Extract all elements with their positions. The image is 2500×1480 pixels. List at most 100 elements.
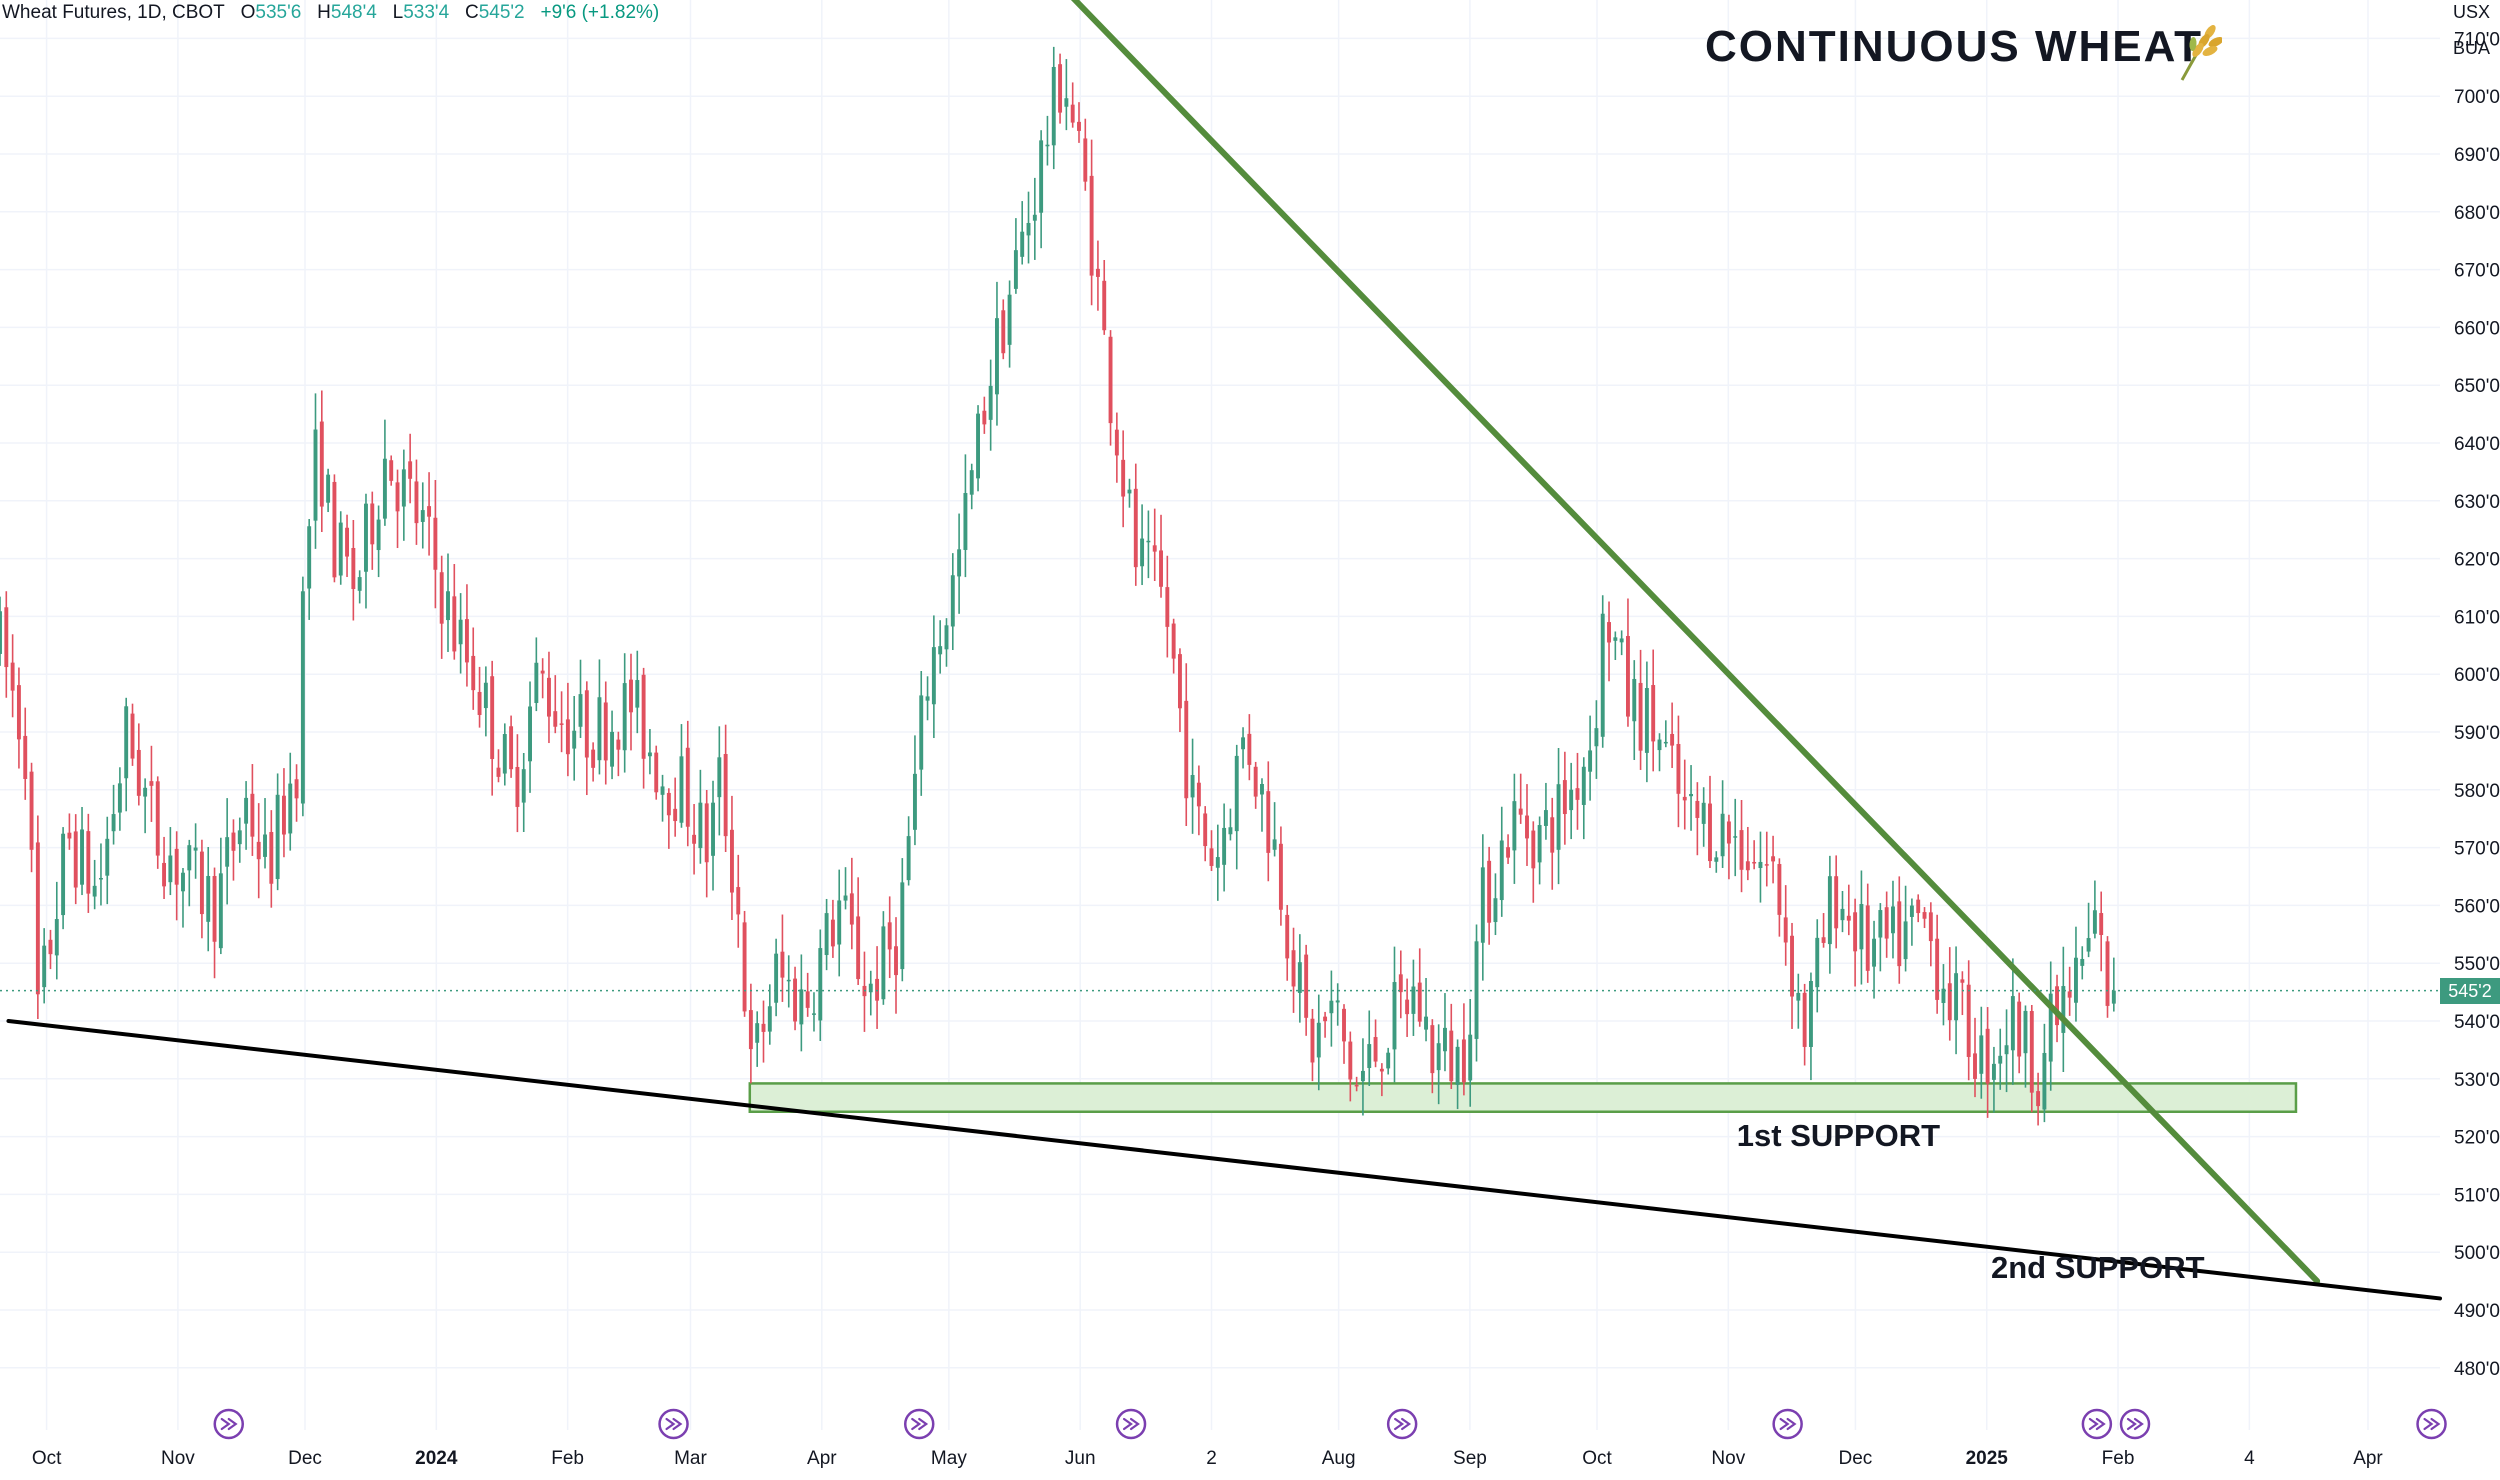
candle-body (2048, 993, 2053, 1062)
candle-body (1278, 843, 1283, 910)
candle-body (1266, 791, 1271, 853)
candle-body (1051, 66, 1056, 146)
candle-body (597, 697, 602, 761)
candle-body (824, 913, 829, 956)
event-arrow-glyph (1779, 1417, 1797, 1431)
chart-grid (0, 0, 2440, 1430)
y-tick-label: 650'0 (2454, 376, 2500, 397)
support-trendline[interactable] (6, 1019, 2442, 1301)
candle-body (780, 951, 785, 978)
candle-body (80, 829, 84, 885)
candle-body (1752, 861, 1757, 864)
x-tick-label: Nov (161, 1448, 195, 1469)
candle-body (1676, 743, 1681, 794)
candle-body (629, 679, 633, 713)
candle-body (1613, 637, 1618, 641)
candle-body (1840, 908, 1845, 921)
price-axis[interactable]: 480'0 490'0 500'0 510'0 520'0 530'0 540'0 550'0… (2454, 29, 2500, 1379)
candle-body (711, 802, 715, 856)
candle-body (281, 795, 286, 835)
candle-body (174, 848, 179, 885)
y-tick-label: 500'0 (2454, 1243, 2500, 1264)
candle-body (502, 734, 507, 774)
y-tick-label: 560'0 (2454, 896, 2500, 917)
x-tick-label: Oct (1582, 1448, 1612, 1469)
candle-body (944, 625, 949, 650)
candle-body (408, 461, 413, 479)
y-tick-label: 580'0 (2454, 781, 2500, 802)
candle-body (187, 845, 192, 871)
candle-body (357, 577, 362, 591)
y-tick-label: 600'0 (2454, 665, 2500, 686)
candle-body (1928, 912, 1933, 942)
candle-body (938, 646, 943, 655)
candle-body (2055, 986, 2059, 1026)
candle-body (584, 690, 589, 758)
candle-body (1644, 688, 1649, 753)
candle-body (1058, 64, 1063, 113)
y-tick-label: 480'0 (2454, 1359, 2500, 1380)
candle-body (1846, 915, 1851, 921)
candle-body (553, 711, 558, 727)
candle-body (1461, 1039, 1466, 1083)
candle-body (1720, 813, 1725, 857)
candle-body (673, 808, 678, 822)
candle-body (193, 847, 198, 851)
candle-body (799, 989, 804, 1025)
candle-body (603, 702, 608, 761)
candle-body (1663, 741, 1668, 744)
candle-body (1127, 489, 1132, 494)
candle-body (117, 783, 122, 813)
candle-body (1783, 917, 1788, 943)
candle-body (1808, 980, 1813, 1047)
candle-body (250, 793, 255, 837)
candle-body (1657, 739, 1662, 751)
resistance-trendline[interactable] (1068, 0, 2321, 1285)
candle-body (1436, 1043, 1441, 1071)
candle-body (1310, 1018, 1315, 1063)
candle-body (1342, 1008, 1346, 1042)
x-tick-label: Dec (288, 1448, 322, 1469)
candle-body (1373, 1037, 1378, 1062)
candle-body (1714, 857, 1719, 862)
candle-body (1480, 867, 1485, 943)
candle-body (256, 841, 261, 860)
candle-body (1903, 921, 1908, 960)
candle-body (1209, 848, 1214, 866)
y-tick-label: 570'0 (2454, 839, 2500, 860)
high-value: 548'4 (330, 2, 377, 23)
candle-body (591, 749, 596, 768)
candle-body (1708, 803, 1712, 862)
candle-body (439, 572, 444, 624)
candle-body (1203, 813, 1208, 847)
candle-body (1171, 623, 1176, 659)
symbol-name[interactable]: Wheat Futures, 1D, CBOT (2, 2, 225, 23)
x-tick-label: Apr (2353, 1448, 2383, 1469)
candle-body (1575, 788, 1580, 800)
x-tick-label: 4 (2244, 1448, 2255, 1469)
candle-body (1108, 336, 1113, 424)
candle-body (1815, 937, 1820, 988)
candle-body (969, 470, 974, 495)
candle-body (900, 882, 905, 970)
candle-body (1916, 899, 1921, 914)
candle-body (1329, 1000, 1334, 1014)
candle-body (647, 752, 652, 757)
candle-body (654, 752, 659, 793)
candle-body (1222, 827, 1227, 865)
candle-body (206, 875, 211, 922)
candle-body (717, 757, 722, 798)
time-axis[interactable]: Oct Nov Dec 2024 Feb Mar Apr May Jun 2 Aug Sep Oct No… (32, 1448, 2384, 1469)
y-tick-label: 490'0 (2454, 1301, 2500, 1322)
x-tick-label: Mar (674, 1448, 707, 1469)
candle-body (1007, 294, 1012, 345)
candle-body (1594, 728, 1599, 747)
candle-body (420, 510, 425, 522)
x-tick-label: Oct (32, 1448, 62, 1469)
candle-body (1354, 1084, 1359, 1087)
candle-body (458, 619, 463, 645)
candle-body (464, 619, 469, 663)
candle-body (2042, 1052, 2047, 1110)
candle-body (1348, 1041, 1353, 1080)
